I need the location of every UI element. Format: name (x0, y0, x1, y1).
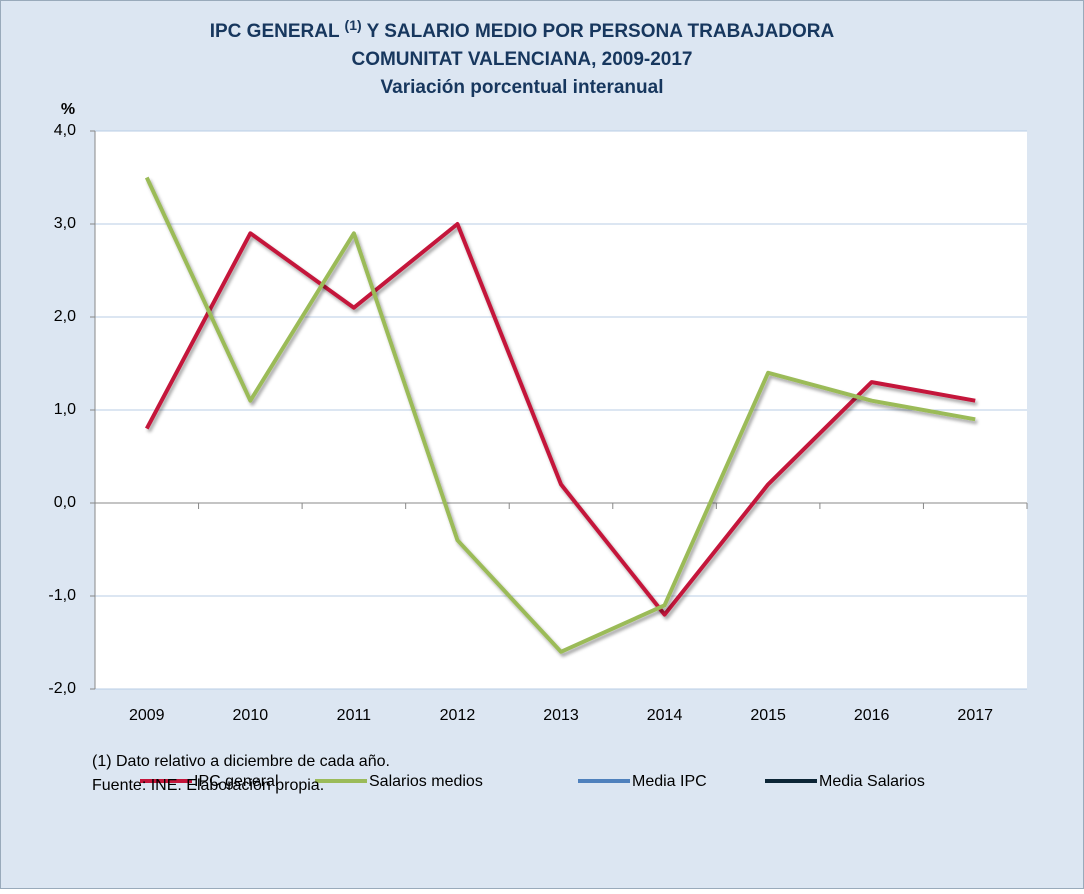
x-tick-label: 2014 (647, 707, 683, 724)
x-tick-label: 2011 (337, 707, 372, 724)
series-line (145, 222, 976, 617)
y-axis-label: % (61, 101, 75, 118)
legend-label: Salarios medios (369, 773, 483, 790)
y-tick-label: -1,0 (48, 587, 76, 604)
title-text: IPC GENERAL (210, 21, 340, 42)
y-tick-label: 1,0 (54, 401, 76, 418)
legend-label: Media IPC (632, 773, 707, 790)
legend-label: Media Salarios (819, 773, 925, 790)
y-tick-label: -2,0 (48, 680, 76, 697)
x-tick-label: 2012 (440, 707, 476, 724)
x-tick-label: 2010 (233, 707, 269, 724)
y-tick-label: 4,0 (54, 122, 76, 139)
chart-subtitle: Variación porcentual interanual (381, 77, 664, 98)
legend-label: IPC general (194, 773, 279, 790)
footnote: Fuente: INE. Elaboración propia. (92, 777, 324, 794)
y-tick-label: 3,0 (54, 215, 76, 232)
x-tick-label: 2016 (854, 707, 890, 724)
y-tick-label: 2,0 (54, 308, 76, 325)
y-tick-label: 0,0 (54, 494, 76, 511)
x-tick-label: 2015 (750, 707, 786, 724)
x-tick-label: 2013 (543, 707, 579, 724)
title-text: Y SALARIO MEDIO POR PERSONA TRABAJADORA (367, 21, 835, 42)
x-tick-label: 2017 (957, 707, 993, 724)
chart-title: COMUNITAT VALENCIANA, 2009-2017 (351, 49, 692, 70)
title-sup: (1) (345, 17, 362, 33)
chart-title: IPC GENERAL (1) Y SALARIO MEDIO POR PERS… (210, 15, 835, 42)
footnote: (1) Dato relativo a diciembre de cada añ… (92, 753, 390, 770)
x-tick-label: 2009 (129, 707, 165, 724)
